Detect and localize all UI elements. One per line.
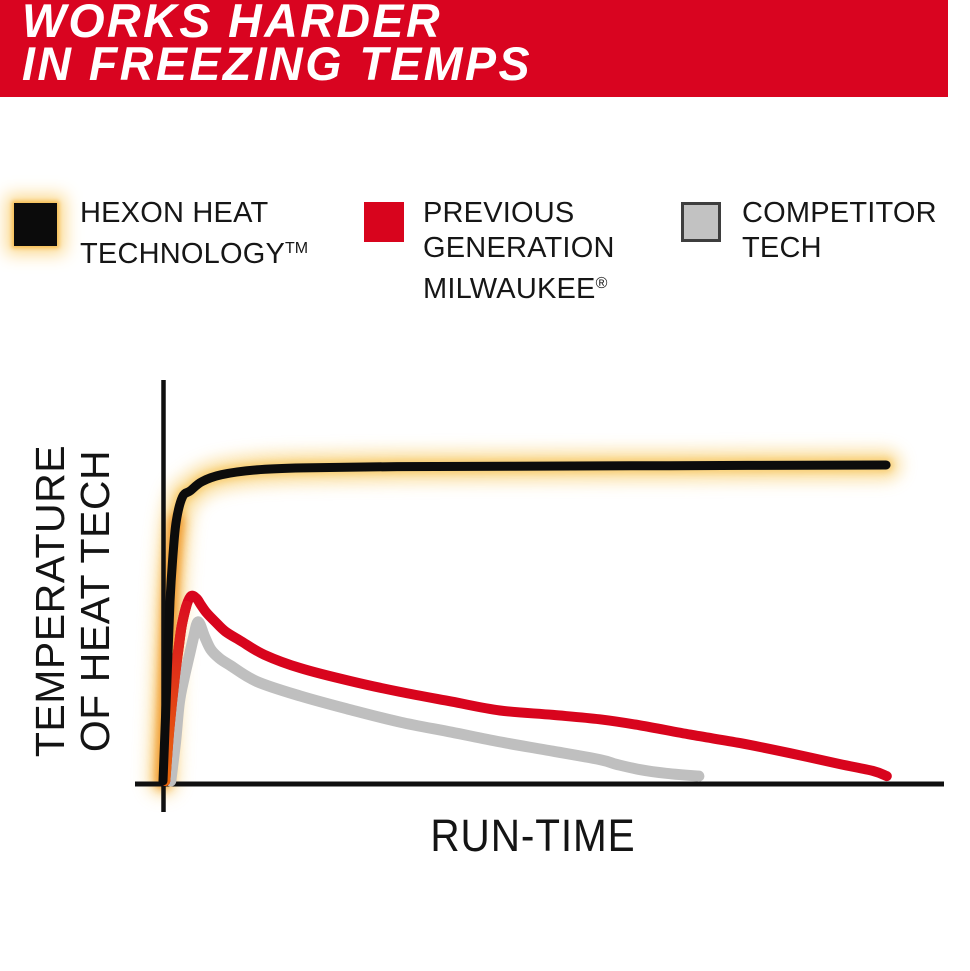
hexon-glow-inner — [156, 458, 894, 788]
competitor-line — [165, 616, 705, 787]
competitor-swatch — [681, 202, 721, 242]
header-banner: WORKS HARDER IN FREEZING TEMPS — [0, 0, 948, 97]
y-axis-label: TEMPERATURE OF HEAT TECH — [27, 444, 118, 758]
hexon-glow-outer — [148, 450, 902, 796]
legend-label-line: TECHNOLOGYTM — [80, 238, 309, 270]
y-axis-label-line-1: TEMPERATURE — [27, 444, 73, 758]
legend-item-competitor: COMPETITOR TECH — [681, 196, 937, 266]
registered-symbol: ® — [595, 275, 608, 292]
trademark-symbol: TM — [285, 240, 309, 257]
legend-label-line: GENERATION — [423, 232, 615, 264]
headline-line-2: IN FREEZING TEMPS — [22, 37, 532, 90]
legend-label-hexon: HEXON HEAT TECHNOLOGYTM — [80, 196, 308, 272]
legend-label-line: MILWAUKEE® — [423, 273, 608, 305]
legend-label-line: HEXON HEAT — [80, 197, 269, 229]
legend-label-previous-gen: PREVIOUS GENERATION MILWAUKEE® — [423, 196, 615, 307]
hexon-swatch — [14, 203, 57, 246]
legend-item-hexon: HEXON HEAT TECHNOLOGYTM — [14, 196, 308, 272]
legend-label-line: TECH — [742, 232, 822, 264]
hexon-line — [158, 460, 891, 786]
previous-gen-swatch — [364, 202, 404, 242]
legend-label-competitor: COMPETITOR TECH — [742, 196, 937, 266]
legend-label-line: COMPETITOR — [742, 197, 937, 229]
legend-item-previous-gen: PREVIOUS GENERATION MILWAUKEE® — [364, 196, 615, 307]
legend-label-line: PREVIOUS — [423, 197, 575, 229]
y-axis-label-line-2: OF HEAT TECH — [72, 449, 118, 753]
headline-line-1: WORKS HARDER — [22, 0, 443, 47]
x-axis-label: RUN-TIME — [430, 810, 636, 861]
